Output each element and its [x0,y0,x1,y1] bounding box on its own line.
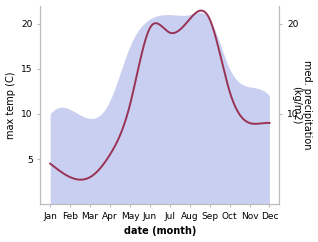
X-axis label: date (month): date (month) [124,227,196,236]
Y-axis label: med. precipitation
(kg/m2): med. precipitation (kg/m2) [291,60,313,150]
Y-axis label: max temp (C): max temp (C) [5,71,16,139]
